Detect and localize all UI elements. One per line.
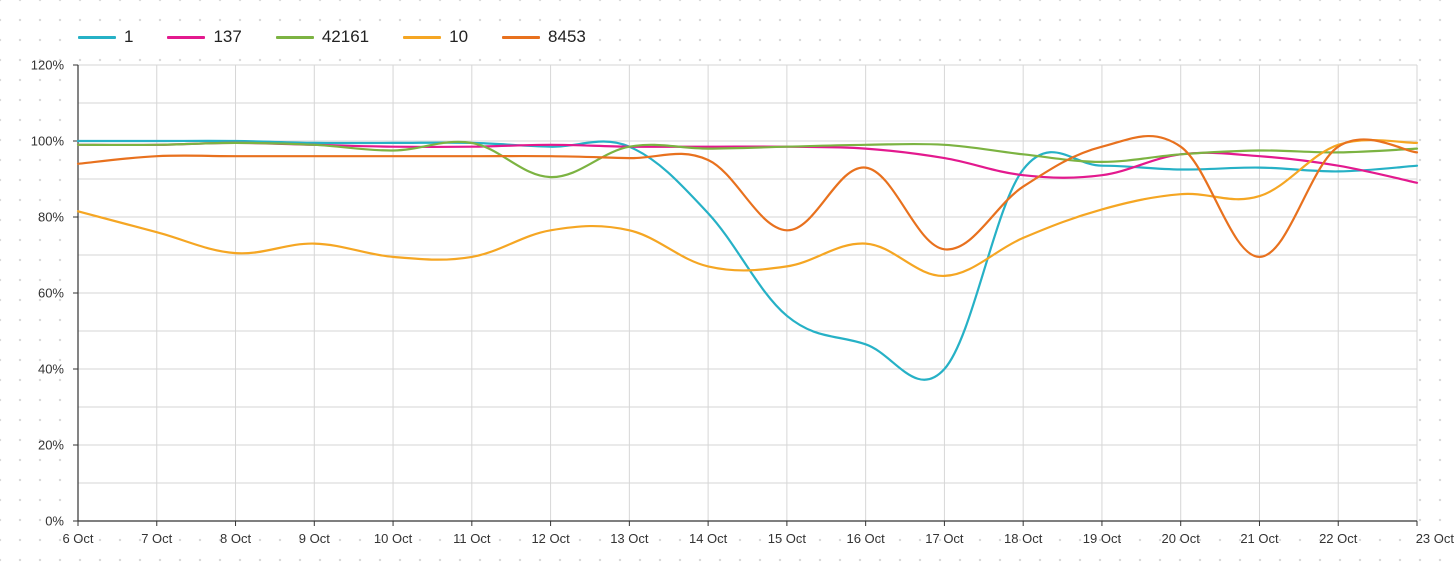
y-tick-label: 100% — [31, 134, 65, 149]
legend-label-8453: 8453 — [548, 27, 586, 46]
x-tick-label: 6 Oct — [62, 531, 93, 546]
y-tick-label: 0% — [45, 514, 64, 529]
x-tick-label: 9 Oct — [299, 531, 330, 546]
legend-swatch-137 — [167, 35, 206, 39]
series-line-10 — [76, 138, 1419, 278]
legend-item-137[interactable]: 137 — [167, 27, 242, 47]
legend-label-137: 137 — [213, 27, 242, 46]
legend-swatch-8453 — [502, 35, 541, 39]
series-line-1 — [76, 139, 1419, 381]
chart-legend: 1 137 42161 10 8453 — [78, 24, 594, 50]
legend-item-8453[interactable]: 8453 — [502, 27, 586, 47]
legend-swatch-42161 — [275, 35, 314, 39]
series-line-42161 — [76, 140, 1419, 179]
x-tick-label: 23 Oct — [1416, 531, 1455, 546]
x-tick-label: 13 Oct — [610, 531, 649, 546]
x-tick-label: 19 Oct — [1083, 531, 1122, 546]
x-tick-label: 11 Oct — [453, 531, 491, 546]
y-tick-label: 60% — [38, 286, 64, 301]
x-tick-label: 10 Oct — [374, 531, 413, 546]
legend-label-1: 1 — [124, 27, 134, 46]
series-line-8453 — [76, 134, 1419, 258]
x-tick-label: 15 Oct — [768, 531, 807, 546]
x-tick-label: 18 Oct — [1004, 531, 1043, 546]
y-tick-label: 80% — [38, 210, 64, 225]
x-tick-label: 21 Oct — [1240, 531, 1279, 546]
series-lines — [76, 134, 1419, 381]
x-tick-label: 12 Oct — [531, 531, 570, 546]
x-tick-label: 7 Oct — [141, 531, 172, 546]
tick-labels: 0% 20% 40% 60% 80% 100% 120% 6 Oct 7 Oct 8 Oct 9 O… — [31, 58, 1455, 547]
legend-item-1[interactable]: 1 — [78, 27, 133, 47]
y-tick-label: 40% — [38, 362, 64, 377]
y-tick-label: 20% — [38, 438, 64, 453]
grid-lines — [77, 64, 1418, 522]
legend-item-42161[interactable]: 42161 — [275, 27, 370, 47]
x-tick-label: 17 Oct — [925, 531, 964, 546]
x-tick-label: 8 Oct — [220, 531, 251, 546]
x-tick-label: 20 Oct — [1162, 531, 1201, 546]
x-tick-label: 22 Oct — [1319, 531, 1358, 546]
legend-label-10: 10 — [449, 27, 469, 46]
legend-swatch-1 — [78, 35, 116, 39]
x-tick-label: 14 Oct — [689, 531, 728, 546]
legend-item-10[interactable]: 10 — [403, 27, 468, 47]
y-tick-label: 120% — [31, 58, 65, 73]
legend-label-42161: 42161 — [321, 27, 370, 46]
legend-swatch-10 — [403, 35, 442, 39]
x-tick-label: 16 Oct — [846, 531, 885, 546]
